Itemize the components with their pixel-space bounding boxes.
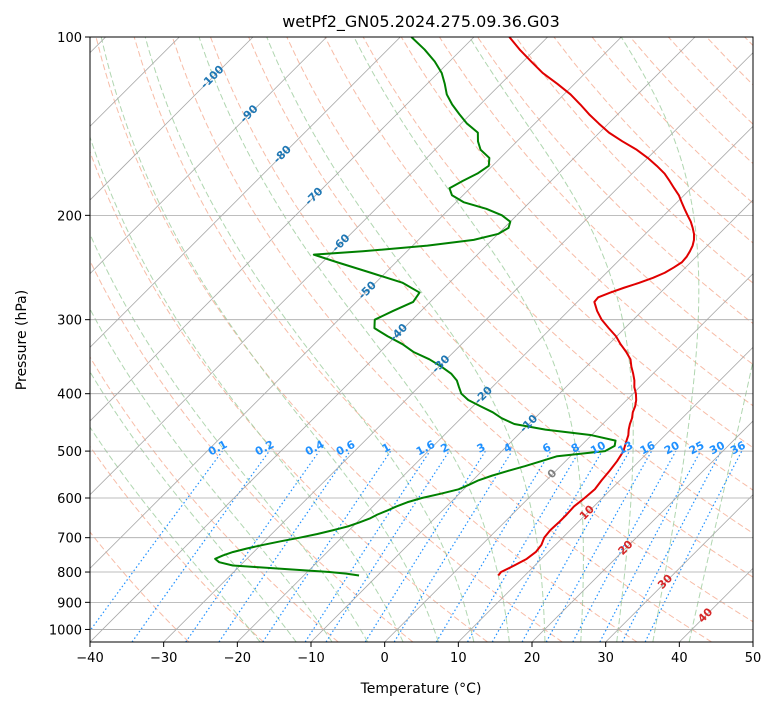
x-tick-label: 10 (450, 651, 467, 666)
isotherm (90, 37, 401, 348)
x-tick-label: −10 (297, 651, 324, 666)
mixing-ratio-label: 30 (707, 439, 727, 458)
isotherm (237, 125, 753, 642)
dry-adiabat (95, 37, 563, 642)
y-tick-label: 100 (57, 31, 82, 46)
x-tick-label: 0 (381, 651, 389, 666)
y-tick-label: 900 (57, 596, 82, 611)
x-tick-label: 40 (671, 651, 688, 666)
y-tick-label: 1000 (49, 623, 82, 638)
dry-adiabats (90, 37, 753, 642)
dry-adiabat (400, 37, 753, 407)
dry-adiabat (90, 150, 488, 642)
isotherm (90, 37, 622, 569)
y-tick-label: 700 (57, 532, 82, 547)
dry-adiabat (90, 356, 339, 642)
dry-adiabat (90, 531, 190, 642)
plot-frame (89, 36, 754, 643)
chart-title: wetPf2_GN05.2024.275.09.36.G03 (282, 12, 560, 32)
profiles (214, 37, 695, 577)
mixing-ratio-line (644, 450, 743, 642)
isotherm (605, 494, 753, 642)
mixing-ratio-line (131, 450, 270, 642)
y-axis-label: Pressure (hPa) (14, 290, 30, 390)
moist-adiabats (90, 37, 753, 642)
mixing-ratio-line (262, 450, 392, 642)
mixing-ratio-label: 20 (662, 439, 682, 458)
dry-adiabat (133, 37, 638, 642)
y-tick-label: 300 (57, 314, 82, 329)
dry-adiabat (515, 37, 753, 284)
moist-adiabat (90, 370, 297, 642)
isotherm (458, 346, 753, 642)
moist-adiabat (90, 426, 261, 642)
isotherm (90, 37, 475, 422)
moist-adiabat (266, 37, 546, 642)
moist-adiabat (353, 37, 584, 642)
temperature-profile (497, 37, 695, 577)
mixing-ratio-line (185, 450, 320, 642)
isotherm (531, 420, 753, 642)
mixing-ratio-line (218, 450, 351, 642)
mixing-ratio-label: 25 (687, 439, 707, 458)
axis-ticks: −40 −30 −20 −10 0 10 20 30 40 50 100 200 300 400 500 60… (49, 31, 761, 666)
y-tick-label: 500 (57, 445, 82, 460)
isotherm (163, 52, 753, 642)
moist-adiabat (144, 37, 475, 642)
moist-adiabat (90, 135, 404, 642)
mixing-ratio-line (325, 450, 450, 642)
moist-adiabat (100, 37, 439, 642)
x-tick-label: 50 (745, 651, 762, 666)
isotherm (90, 37, 327, 275)
mixing-ratio-line (572, 450, 677, 642)
mixing-ratio-lines (90, 450, 743, 642)
y-tick-label: 400 (57, 388, 82, 403)
y-tick-label: 800 (57, 566, 82, 581)
mixing-ratio-line (393, 450, 513, 642)
dry-adiabat (439, 37, 753, 366)
x-tick-label: −40 (76, 651, 103, 666)
mixing-ratio-label: 10 (588, 439, 608, 458)
mixing-ratio-label: 36 (728, 439, 748, 458)
dewpoint-profile (214, 37, 617, 577)
y-tick-label: 200 (57, 209, 82, 224)
y-tick-label: 600 (57, 492, 82, 507)
mixing-ratio-label: 16 (638, 439, 658, 458)
mixing-ratio-line (304, 450, 431, 642)
dry-adiabat (171, 37, 712, 642)
moist-adiabat (620, 37, 700, 642)
x-tick-label: 30 (597, 651, 614, 666)
mixing-ratio-line (521, 450, 631, 642)
isotherm (310, 199, 753, 642)
isotherm (90, 37, 254, 201)
moist-adiabat (688, 358, 753, 642)
x-tick-label: −30 (150, 651, 177, 666)
moist-adiabat (90, 233, 369, 642)
isotherms (90, 37, 753, 642)
isotherm (90, 37, 548, 496)
x-axis-label: Temperature (°C) (360, 681, 482, 697)
dry-adiabat (90, 445, 264, 642)
moist-adiabat (198, 37, 510, 642)
mixing-ratio-line (545, 450, 653, 642)
mixing-ratio-label: 13 (616, 439, 636, 458)
dry-adiabat (210, 37, 753, 623)
isotherm (384, 273, 753, 642)
x-tick-label: −20 (224, 651, 251, 666)
x-tick-label: 20 (524, 651, 541, 666)
mixing-ratio-line (90, 450, 223, 632)
